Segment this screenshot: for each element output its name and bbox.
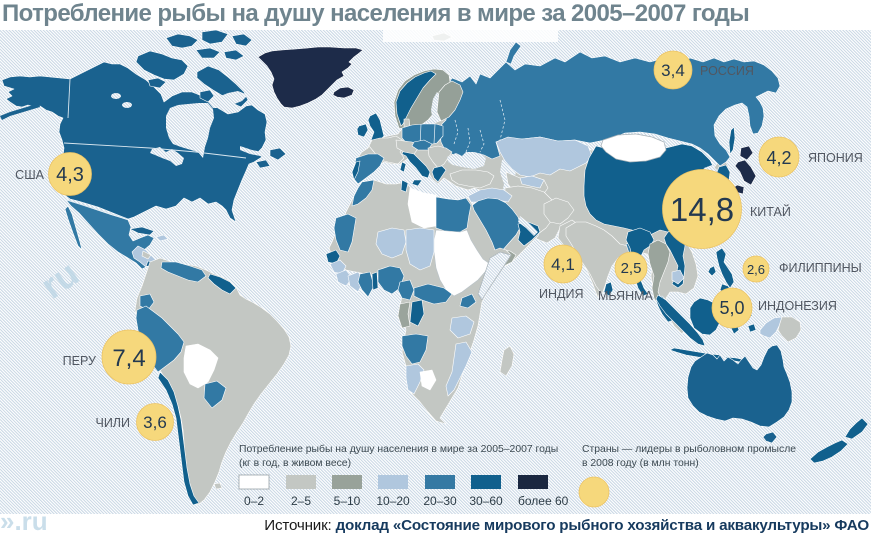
svg-text:МЬЯНМА: МЬЯНМА xyxy=(598,289,654,303)
svg-text:5–10: 5–10 xyxy=(334,494,361,508)
svg-text:ПЕРУ: ПЕРУ xyxy=(63,354,96,368)
svg-text:14,8: 14,8 xyxy=(670,191,734,228)
svg-text:КИТАЙ: КИТАЙ xyxy=(750,204,791,219)
svg-text:РОССИЯ: РОССИЯ xyxy=(700,64,754,78)
svg-text:4,2: 4,2 xyxy=(766,148,791,168)
svg-text:5,0: 5,0 xyxy=(719,298,744,318)
svg-text:ИНДИЯ: ИНДИЯ xyxy=(539,287,584,301)
svg-text:США: США xyxy=(15,168,44,182)
svg-text:4,1: 4,1 xyxy=(551,255,575,274)
svg-text:в 2008 году (в млн тонн): в 2008 году (в млн тонн) xyxy=(582,458,699,469)
svg-text:2,6: 2,6 xyxy=(747,262,765,277)
svg-text:ЧИЛИ: ЧИЛИ xyxy=(95,416,130,430)
svg-text:Страны — лидеры в рыболовном п: Страны — лидеры в рыболовном промысле xyxy=(582,443,796,455)
svg-text:20–30: 20–30 xyxy=(423,494,457,508)
svg-text:7,4: 7,4 xyxy=(112,345,145,372)
svg-text:более 60: более 60 xyxy=(518,494,569,508)
svg-text:Потребление рыбы на душу насел: Потребление рыбы на душу населения в мир… xyxy=(239,443,558,455)
svg-text:ЯПОНИЯ: ЯПОНИЯ xyxy=(808,151,863,165)
svg-text:3,4: 3,4 xyxy=(661,61,685,80)
svg-text:ИНДОНЕЗИЯ: ИНДОНЕЗИЯ xyxy=(758,299,837,313)
svg-text:0–2: 0–2 xyxy=(244,494,264,508)
svg-text:30–60: 30–60 xyxy=(469,494,503,508)
svg-text:4,3: 4,3 xyxy=(56,164,84,186)
svg-text:3,6: 3,6 xyxy=(143,413,167,432)
svg-text:2–5: 2–5 xyxy=(291,494,311,508)
svg-text:10–20: 10–20 xyxy=(376,494,410,508)
svg-text:ФИЛИППИНЫ: ФИЛИППИНЫ xyxy=(779,261,862,275)
svg-text:(кг в год, в живом весе): (кг в год, в живом весе) xyxy=(239,458,351,469)
svg-text:2,5: 2,5 xyxy=(621,260,642,277)
svg-text:».ru: ».ru xyxy=(0,506,48,536)
